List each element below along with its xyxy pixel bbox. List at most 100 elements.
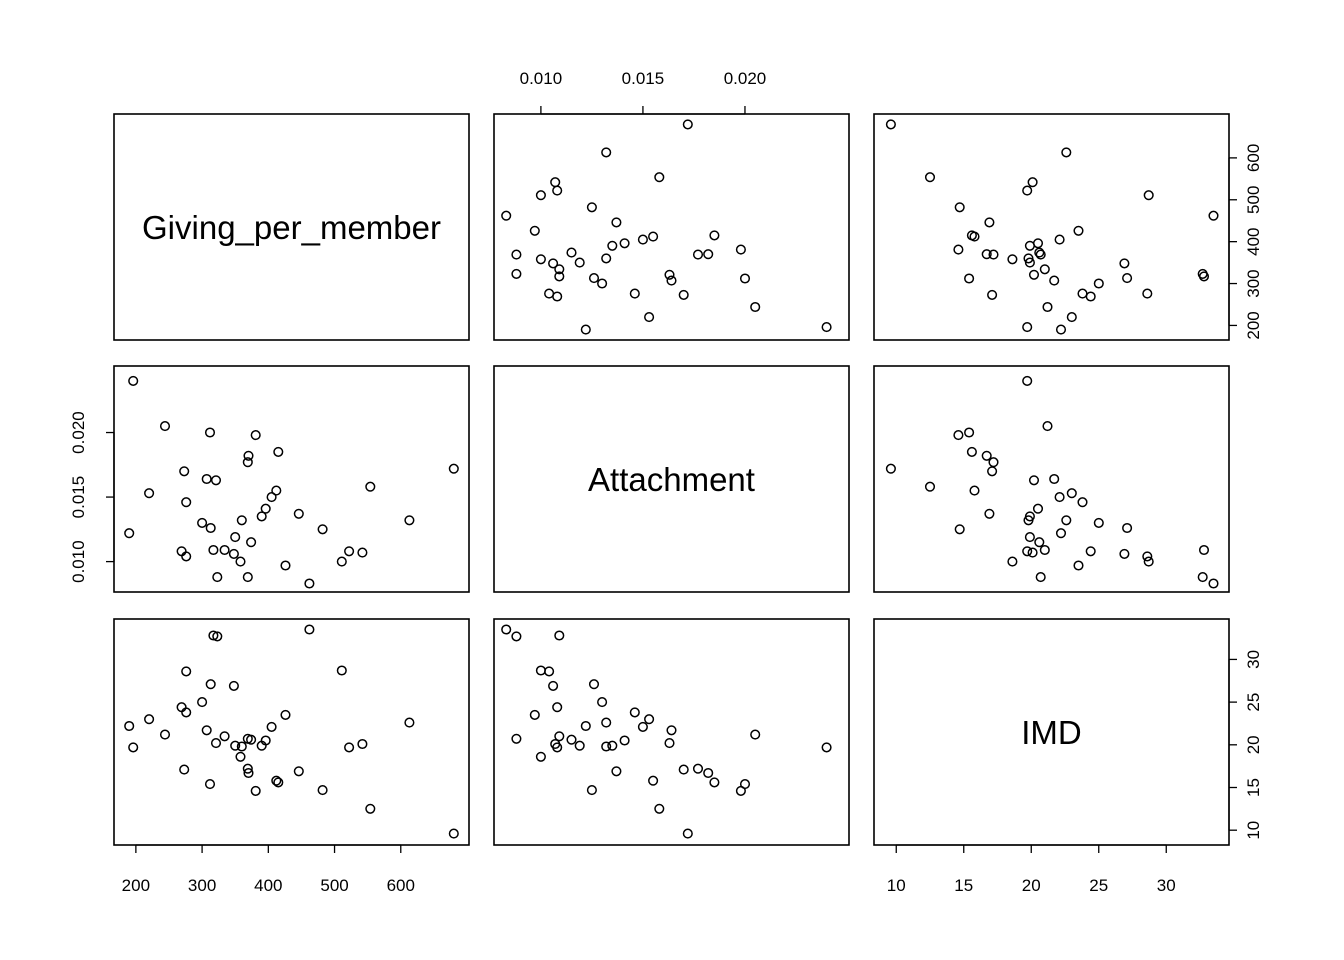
point-Giving_per_member-vs-Attachment-16 (566, 247, 577, 258)
point-Attachment-vs-Giving_per_member-27 (208, 544, 219, 556)
tick-label-bottom-IMD-2: 20 (1022, 876, 1041, 895)
point-Giving_per_member-vs-IMD-5 (1143, 190, 1154, 201)
point-Attachment-vs-Giving_per_member-23 (228, 548, 239, 559)
point-IMD-vs-Attachment-34 (678, 764, 689, 775)
point-Attachment-vs-IMD-33 (1142, 551, 1153, 562)
point-IMD-vs-Attachment-17 (703, 767, 714, 779)
point-Giving_per_member-vs-Attachment-38 (821, 322, 832, 333)
point-Attachment-vs-Giving_per_member-15 (250, 430, 261, 441)
point-Attachment-vs-IMD-39 (1055, 528, 1067, 539)
panel-IMD-vs-Giving_per_member (124, 624, 459, 839)
point-IMD-vs-Giving_per_member-37 (144, 714, 155, 725)
point-IMD-vs-Attachment-16 (566, 734, 577, 745)
point-Giving_per_member-vs-Attachment-25 (511, 268, 522, 279)
point-IMD-vs-Giving_per_member-4 (344, 742, 355, 753)
point-IMD-vs-Giving_per_member-30 (201, 725, 212, 736)
tick-label-right-Giving_per_member-4: 600 (1244, 144, 1263, 172)
point-IMD-vs-Attachment-19 (511, 733, 522, 744)
point-Giving_per_member-vs-IMD-31 (1093, 278, 1104, 289)
point-Attachment-vs-Giving_per_member-26 (210, 475, 222, 486)
point-IMD-vs-Giving_per_member-19 (242, 733, 253, 744)
point-Attachment-vs-IMD-6 (954, 524, 965, 535)
point-Attachment-vs-IMD-22 (1024, 532, 1035, 543)
point-Attachment-vs-Giving_per_member-30 (201, 473, 212, 485)
point-Attachment-vs-Giving_per_member-25 (212, 572, 223, 583)
point-Giving_per_member-vs-Attachment-35 (552, 291, 563, 302)
point-Giving_per_member-vs-IMD-34 (987, 289, 998, 300)
tick-label-bottom-IMD-1: 15 (954, 876, 973, 895)
point-Attachment-vs-Giving_per_member-29 (204, 427, 216, 438)
tick-label-top-Attachment-1: 0.015 (622, 69, 665, 88)
point-Giving_per_member-vs-IMD-0 (885, 119, 896, 130)
point-Giving_per_member-vs-Attachment-10 (709, 230, 720, 241)
point-Attachment-vs-IMD-18 (988, 457, 999, 468)
point-Attachment-vs-Giving_per_member-22 (230, 532, 241, 543)
point-IMD-vs-Giving_per_member-31 (197, 697, 208, 708)
point-Attachment-vs-Giving_per_member-13 (260, 503, 271, 514)
point-IMD-vs-Giving_per_member-15 (250, 785, 261, 796)
point-Giving_per_member-vs-Attachment-29 (739, 273, 751, 284)
tick-label-bottom-Giving_per_member-3: 500 (320, 876, 348, 895)
point-Giving_per_member-vs-Attachment-13 (619, 238, 630, 249)
point-Giving_per_member-vs-Attachment-28 (588, 273, 600, 284)
point-IMD-vs-Attachment-7 (501, 624, 512, 635)
point-Attachment-vs-Giving_per_member-0 (448, 463, 459, 474)
point-Attachment-vs-IMD-4 (1022, 546, 1033, 557)
point-Giving_per_member-vs-IMD-8 (984, 217, 995, 228)
point-IMD-vs-Attachment-11 (648, 775, 659, 786)
point-IMD-vs-Attachment-26 (664, 738, 675, 749)
point-Giving_per_member-vs-Attachment-30 (666, 275, 677, 286)
point-Attachment-vs-IMD-30 (1049, 473, 1060, 485)
point-IMD-vs-Attachment-0 (682, 828, 693, 839)
point-IMD-vs-Attachment-25 (511, 631, 522, 642)
point-Attachment-vs-IMD-26 (1028, 475, 1040, 486)
point-IMD-vs-Giving_per_member-39 (124, 720, 135, 732)
point-Giving_per_member-vs-IMD-37 (1066, 312, 1077, 323)
point-IMD-vs-Giving_per_member-33 (181, 666, 192, 677)
point-IMD-vs-Attachment-14 (607, 740, 618, 751)
point-IMD-vs-Giving_per_member-35 (176, 702, 187, 713)
panel-Attachment-vs-Giving_per_member (124, 375, 459, 589)
tick-label-top-Attachment-0: 0.010 (520, 69, 563, 88)
point-Giving_per_member-vs-IMD-16 (1034, 247, 1045, 258)
tick-label-bottom-IMD-4: 30 (1157, 876, 1176, 895)
point-Giving_per_member-vs-IMD-28 (1122, 273, 1133, 284)
point-Giving_per_member-vs-Attachment-27 (554, 271, 565, 282)
point-Giving_per_member-vs-Attachment-23 (548, 258, 559, 269)
points-layer (124, 119, 1219, 839)
point-Giving_per_member-vs-Attachment-26 (664, 269, 675, 280)
point-IMD-vs-Giving_per_member-11 (271, 775, 282, 786)
point-Attachment-vs-Giving_per_member-8 (293, 508, 304, 519)
point-Attachment-vs-IMD-9 (1073, 560, 1084, 571)
tick-label-bottom-Giving_per_member-2: 400 (254, 876, 282, 895)
point-IMD-vs-Giving_per_member-29 (204, 779, 216, 790)
point-IMD-vs-Attachment-35 (552, 702, 563, 713)
point-Attachment-vs-Giving_per_member-33 (181, 551, 192, 562)
point-Attachment-vs-Giving_per_member-17 (243, 450, 254, 461)
point-IMD-vs-Attachment-20 (601, 741, 612, 752)
point-Giving_per_member-vs-IMD-33 (1142, 288, 1153, 299)
point-Attachment-vs-IMD-0 (885, 463, 896, 474)
point-Attachment-vs-IMD-13 (1032, 503, 1044, 514)
point-IMD-vs-Giving_per_member-1 (404, 717, 415, 728)
panel-frame-1-1 (493, 365, 850, 593)
point-Attachment-vs-Giving_per_member-37 (144, 488, 155, 499)
point-Giving_per_member-vs-IMD-4 (1022, 185, 1033, 196)
tick-label-left-Attachment-1: 0.015 (69, 476, 88, 519)
diagonal-labels: Giving_per_member Attachment IMD (142, 209, 1082, 751)
point-Giving_per_member-vs-Attachment-32 (629, 288, 640, 299)
point-Giving_per_member-vs-IMD-23 (1119, 258, 1130, 269)
point-Giving_per_member-vs-Attachment-14 (607, 240, 618, 251)
diagonal-label-Giving_per_member: Giving_per_member (142, 209, 441, 246)
point-Giving_per_member-vs-Attachment-15 (735, 244, 746, 255)
point-Attachment-vs-IMD-15 (953, 430, 964, 441)
point-IMD-vs-Giving_per_member-27 (208, 630, 219, 641)
panel-Giving_per_member-vs-Attachment (501, 119, 832, 335)
point-IMD-vs-Giving_per_member-9 (280, 709, 291, 720)
point-Attachment-vs-IMD-34 (987, 466, 998, 477)
point-IMD-vs-Giving_per_member-28 (205, 679, 216, 690)
point-Giving_per_member-vs-Attachment-0 (682, 119, 693, 130)
point-IMD-vs-Attachment-4 (552, 742, 563, 753)
point-Giving_per_member-vs-IMD-14 (1024, 240, 1035, 251)
